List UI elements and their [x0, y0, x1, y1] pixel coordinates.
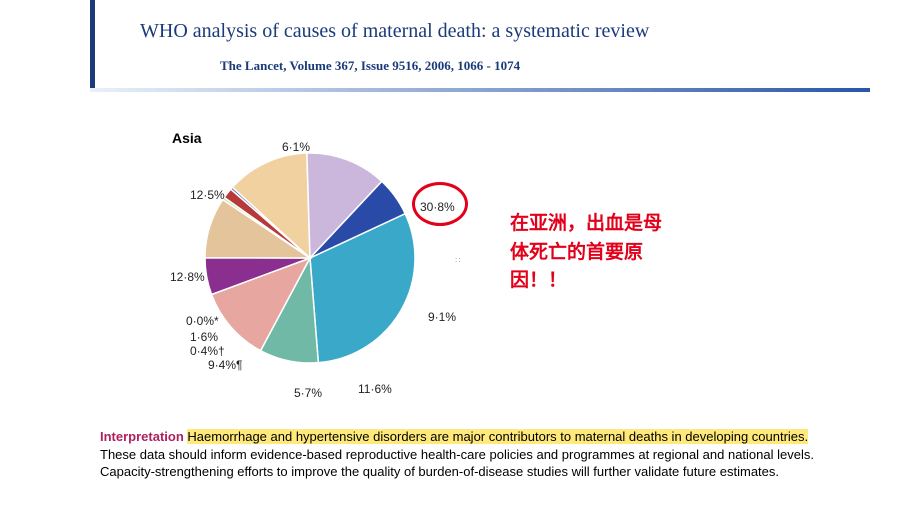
interpretation-highlighted: Haemorrhage and hypertensive disorders a…	[187, 429, 808, 444]
pie-slice-label: 0·4%†	[190, 344, 225, 358]
annotation-line: 因！！	[510, 270, 567, 291]
interpretation-rest: These data should inform evidence-based …	[100, 447, 814, 480]
pie-slice-label: 5·7%	[294, 386, 322, 400]
pie-slice-label: 1·6%	[190, 330, 218, 344]
pie-chart	[202, 150, 418, 366]
slide-page: WHO analysis of causes of maternal death…	[0, 0, 920, 518]
pie-slice-label: 12·5%	[190, 188, 225, 202]
pie-slice-label: 12·8%	[170, 270, 205, 284]
ellipsis-marker: ::	[455, 255, 461, 264]
red-annotation-text: 在亚洲，出血是母体死亡的首要原因！！	[510, 210, 662, 296]
pie-slice-label: 9·1%	[428, 310, 456, 324]
left-accent-bar	[90, 0, 95, 90]
pie-chart-region: Asia 30·8%9·1%11·6%5·7%9·4%¶0·4%†1·6%0·0…	[130, 130, 490, 410]
pie-slice-label: 6·1%	[282, 140, 310, 154]
annotation-line: 在亚洲，出血是母	[510, 213, 662, 234]
page-title: WHO analysis of causes of maternal death…	[140, 20, 649, 43]
pie-slice-label: 0·0%*	[186, 314, 219, 328]
pie-slice-label: 11·6%	[358, 382, 392, 396]
chart-region-label: Asia	[172, 130, 202, 146]
highlight-circle	[412, 182, 468, 226]
annotation-line: 体死亡的首要原	[510, 242, 643, 263]
citation-text: The Lancet, Volume 367, Issue 9516, 2006…	[220, 58, 520, 74]
pie-slice-label: 9·4%¶	[208, 358, 242, 372]
interpretation-paragraph: Interpretation Haemorrhage and hypertens…	[100, 428, 830, 481]
interpretation-label: Interpretation	[100, 429, 184, 444]
horizontal-rule	[90, 88, 870, 92]
